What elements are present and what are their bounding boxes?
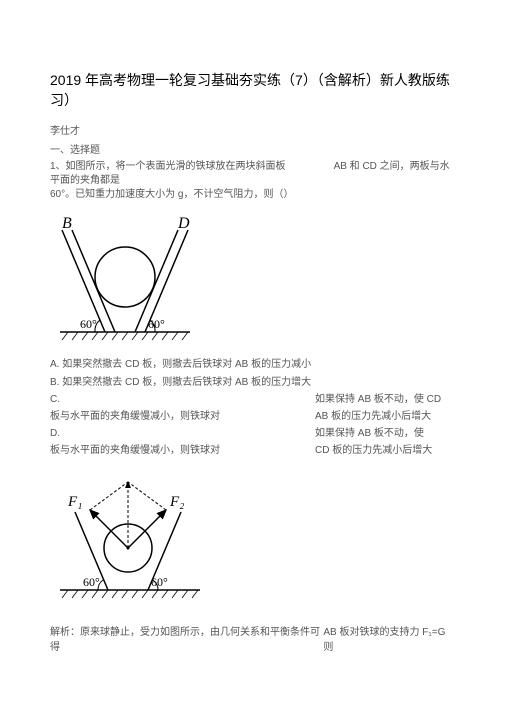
angle-left-1: 60°: [80, 317, 97, 331]
option-C-label: C.: [50, 394, 60, 405]
document-page: 2019 年高考物理一轮复习基础夯实练（7）（含解析）新人教版练习） 李仕才 一…: [0, 0, 505, 714]
option-D: D. 如果保持 AB 板不动，使: [50, 427, 455, 441]
option-D-line2: 板与水平面的夹角缓慢减小，则铁球对 CD 板的压力先减小后增大: [50, 444, 455, 458]
option-D-left: 板与水平面的夹角缓慢减小，则铁球对: [50, 444, 315, 458]
option-C-line2: 板与水平面的夹角缓慢减小，则铁球对 AB 板的压力先减小后增大: [50, 410, 455, 424]
option-D-label: D.: [50, 428, 60, 439]
figure-1: B D 60° 60°: [50, 212, 455, 347]
answer-right: AB 板对铁球的支持力 F₁=G 则: [323, 623, 455, 653]
option-C: C. 如果保持 AB 板不动，使 CD: [50, 393, 455, 407]
angle-left-2: 60°: [83, 575, 100, 589]
label-F2: F₂: [169, 494, 184, 510]
option-B: B. 如果突然撤去 CD 板，则撤去后铁球对 AB 板的压力增大: [50, 375, 455, 390]
question-1-line-2: 60°。已知重力加速度大小为 g，不计空气阻力，则（）: [50, 188, 455, 202]
option-C-right-bot: AB 板的压力先减小后增大: [315, 410, 455, 424]
option-C-right-top: 如果保持 AB 板不动，使 CD: [315, 393, 455, 407]
author-name: 李仕才: [50, 122, 455, 137]
option-B-text: 如果突然撤去 CD 板，则撤去后铁球对 AB 板的压力增大: [62, 377, 311, 388]
label-B: B: [62, 215, 72, 232]
angle-right-1: 60°: [148, 317, 165, 331]
answer-line: 解析：原来球静止，受力如图所示，由几何关系和平衡条件可得 AB 板对铁球的支持力…: [50, 623, 455, 653]
label-D: D: [177, 215, 190, 232]
label-F1: F₁: [67, 494, 82, 510]
angle-right-2: 60°: [151, 575, 168, 589]
page-title: 2019 年高考物理一轮复习基础夯实练（7）（含解析）新人教版练习）: [50, 70, 455, 110]
option-D-right-bot: CD 板的压力先减小后增大: [315, 444, 455, 458]
option-B-label: B.: [50, 377, 59, 388]
answer-left: 解析：原来球静止，受力如图所示，由几何关系和平衡条件可得: [50, 623, 323, 653]
figure-1-svg: B D 60° 60°: [50, 212, 200, 347]
option-A-label: A.: [50, 359, 59, 370]
figure-2-svg: F₁ F₂ 60° 60°: [50, 470, 205, 605]
figure-2: F₁ F₂ 60° 60°: [50, 470, 455, 605]
option-A: A. 如果突然撤去 CD 板，则撤去后铁球对 AB 板的压力减小: [50, 357, 455, 372]
option-D-right-top: 如果保持 AB 板不动，使: [315, 427, 455, 441]
question-1-line-1: 1、如图所示，将一个表面光滑的铁球放在两块斜面板AB 和 CD 之间，两板与水平…: [50, 160, 455, 188]
option-C-left: 板与水平面的夹角缓慢减小，则铁球对: [50, 410, 315, 424]
option-A-text: 如果突然撤去 CD 板，则撤去后铁球对 AB 板的压力减小: [62, 359, 311, 370]
section-heading: 一、选择题: [50, 141, 455, 156]
q1-text-a: 1、如图所示，将一个表面光滑的铁球放在两块斜面板: [50, 161, 286, 172]
